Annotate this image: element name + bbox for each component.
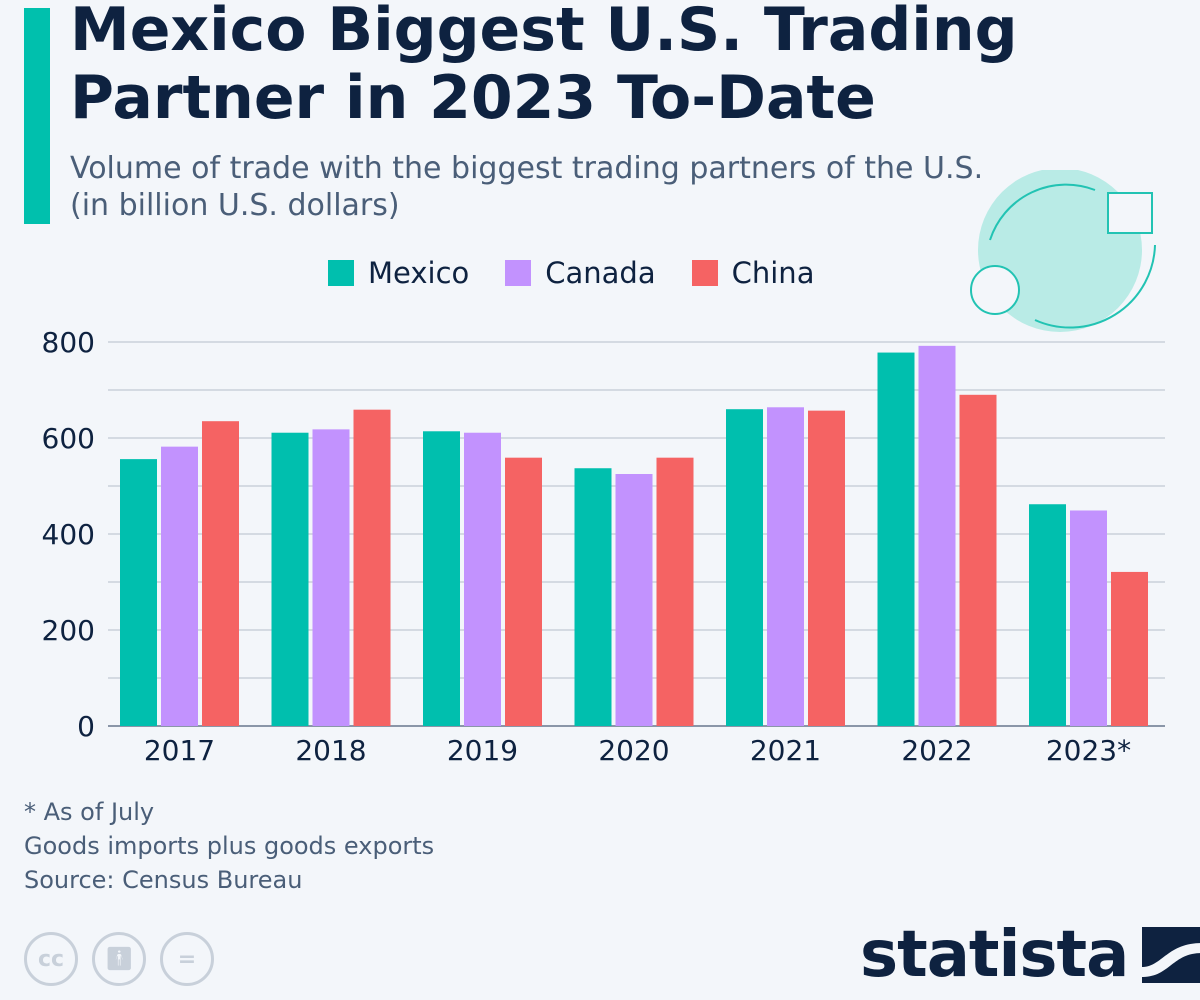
legend-item-china: China [691,256,815,290]
cc-icon[interactable]: cc [24,932,78,986]
bar-mexico-2023* [1029,504,1066,726]
no-derivatives-icon[interactable]: = [160,932,214,986]
trade-icon [970,170,1156,332]
bar-canada-2019 [464,432,501,726]
legend-label: China [731,256,815,290]
statista-logo[interactable]: statista [860,918,1200,992]
legend-item-canada: Canada [505,256,656,290]
legend-item-mexico: Mexico [328,256,469,290]
x-tick-label: 2017 [144,734,215,767]
attribution-icon[interactable]: 🚹︎ [92,932,146,986]
chart-title: Mexico Biggest U.S. Trading Partner in 2… [70,0,1018,133]
accent-bar [24,8,50,224]
bar-china-2020 [656,457,694,726]
note-definition: Goods imports plus goods exports [24,832,435,860]
bar-canada-2017 [161,446,198,726]
logo-text: statista [860,918,1129,992]
chart-subtitle: Volume of trade with the biggest trading… [70,151,984,223]
notes: * As of July Goods imports plus goods ex… [24,795,434,897]
y-tick-label: 800 [42,326,95,359]
y-tick-label: 400 [42,518,95,551]
x-tick-label: 2018 [295,734,366,767]
bar-china-2018 [353,409,391,726]
x-tick-label: 2020 [598,734,669,767]
bar-mexico-2021 [726,409,763,726]
bar-canada-2021 [767,407,804,726]
x-tick-label: 2023* [1046,734,1131,767]
bar-canada-2020 [615,474,653,726]
bar-mexico-2018 [271,432,309,726]
bar-mexico-2022 [877,352,915,726]
y-tick-label: 200 [42,614,95,647]
note-as-of: * As of July [24,798,155,826]
note-source: Source: Census Bureau [24,866,303,894]
legend: Mexico Canada China [328,256,814,290]
bar-mexico-2017 [120,459,157,726]
y-tick-label: 600 [42,422,95,455]
legend-label: Canada [545,256,656,290]
legend-label: Mexico [368,256,470,290]
bar-china-2022 [959,394,997,726]
bar-china-2019 [505,457,542,726]
x-tick-label: 2021 [750,734,821,767]
bar-canada-2023* [1070,510,1107,726]
x-tick-label: 2022 [901,734,972,767]
bar-canada-2018 [312,429,350,726]
bar-canada-2022 [918,345,956,726]
bar-china-2021 [808,410,845,726]
y-tick-label: 0 [77,710,95,743]
license-icons: cc 🚹︎ = [24,932,214,986]
bar-mexico-2019 [423,431,460,726]
x-tick-label: 2019 [447,734,518,767]
bar-china-2017 [202,421,239,726]
statista-logo-icon [1142,927,1200,983]
bar-china-2023* [1111,571,1148,726]
bar-mexico-2020 [574,468,612,726]
